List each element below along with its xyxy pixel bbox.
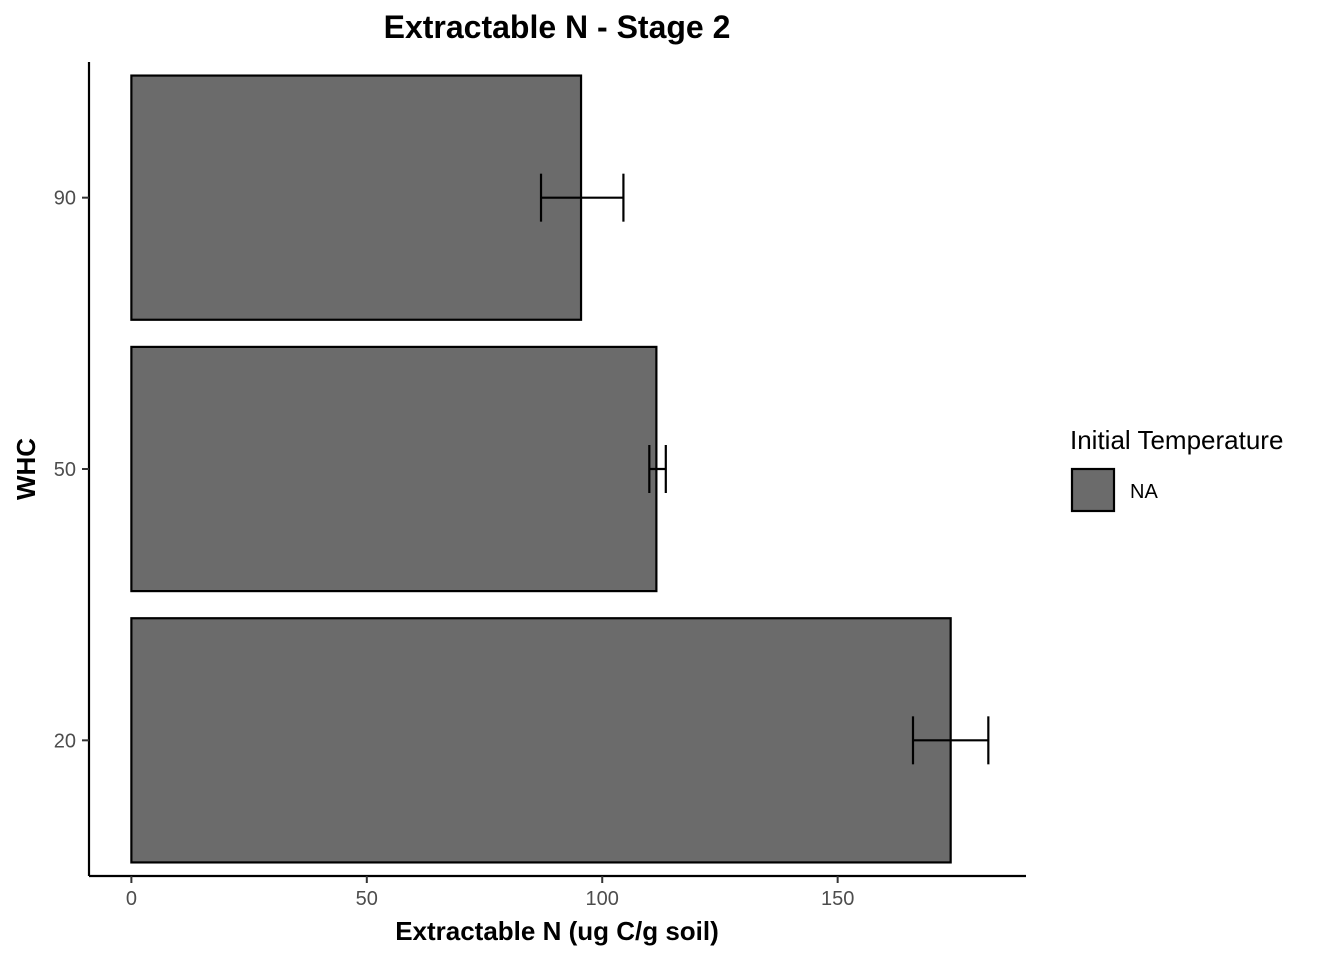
error-bar-whc-90 <box>539 173 625 222</box>
chart-title: Extractable N - Stage 2 <box>384 9 731 45</box>
x-tick-label: 50 <box>356 888 378 910</box>
y-tick-label: 20 <box>54 730 76 752</box>
error-bar-whc-50 <box>648 445 667 493</box>
x-tick-label: 150 <box>821 888 854 910</box>
bars-group <box>130 74 952 864</box>
y-tick-label: 50 <box>54 459 76 481</box>
bar-whc-50 <box>130 345 658 593</box>
y-axis-title: WHC <box>11 438 41 500</box>
x-axis-title: Extractable N (ug C/g soil) <box>395 916 719 946</box>
legend-title: Initial Temperature <box>1070 425 1283 455</box>
x-tick-label: 0 <box>126 888 137 910</box>
y-tick-label: 90 <box>54 188 76 210</box>
legend: Initial Temperature NA <box>1070 425 1283 513</box>
bar-whc-20 <box>130 617 952 864</box>
legend-key-swatch <box>1070 467 1116 513</box>
x-ticks-group: 0 50 100 150 <box>126 876 854 910</box>
bar-whc-90 <box>130 74 583 321</box>
legend-label: NA <box>1130 481 1158 503</box>
y-ticks-group: 20 50 90 <box>54 188 89 752</box>
error-bars-group <box>539 173 990 765</box>
x-tick-label: 100 <box>586 888 619 910</box>
error-bar-whc-20 <box>911 716 990 765</box>
